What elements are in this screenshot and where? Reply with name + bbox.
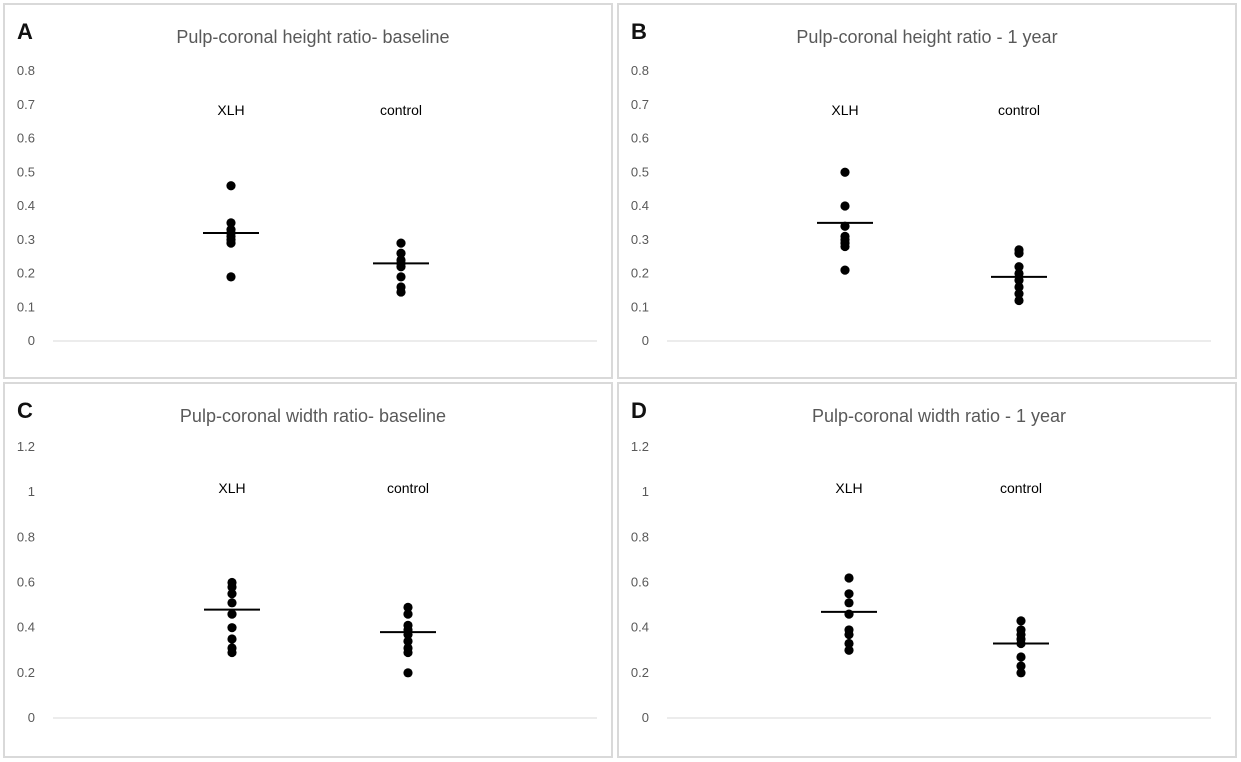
data-point	[227, 623, 237, 633]
y-tick-label: 0.8	[631, 529, 649, 544]
series-label: control	[380, 102, 422, 118]
chart-title: Pulp-coronal width ratio - 1 year	[812, 406, 1066, 426]
data-point	[1016, 668, 1026, 678]
y-tick-label: 0.4	[631, 198, 649, 213]
panel-letter: C	[17, 398, 33, 423]
panel-letter: B	[631, 19, 647, 44]
chart-panel-a: A Pulp-coronal height ratio- baseline 0 0.…	[3, 3, 613, 379]
data-point	[403, 647, 413, 658]
data-point	[403, 636, 413, 646]
y-tick-label: 0.5	[17, 164, 35, 179]
chart-panel-c: C Pulp-coronal width ratio- baseline 0 0.2…	[3, 382, 613, 758]
data-point	[844, 589, 854, 599]
series-label: control	[998, 102, 1040, 118]
chart-plot-c: Pulp-coronal width ratio- baseline 0 0.2 0.…	[17, 406, 597, 725]
data-point	[403, 668, 413, 678]
data-point	[840, 167, 850, 177]
y-tick-label: 0.6	[17, 575, 35, 590]
y-tick-label: 0.8	[17, 529, 35, 544]
data-point	[844, 629, 854, 640]
y-tick-label: 0	[28, 710, 35, 725]
y-tick-label: 1	[28, 484, 35, 499]
panel-letter: D	[631, 398, 647, 423]
data-point	[844, 645, 854, 655]
data-point	[226, 272, 236, 282]
y-tick-label: 0.3	[17, 232, 35, 247]
chart-plot-d: Pulp-coronal width ratio - 1 year 0 0.2 0.4…	[631, 406, 1211, 725]
y-tick-label: 1.2	[631, 439, 649, 454]
data-point	[844, 573, 854, 583]
series-label: control	[1000, 480, 1042, 496]
data-point	[840, 201, 850, 211]
data-point	[403, 609, 413, 619]
series-label: XLH	[218, 480, 245, 496]
chart-panel-b: B Pulp-coronal height ratio - 1 year 0 0.1…	[617, 3, 1237, 379]
data-point	[1014, 268, 1024, 279]
data-point	[227, 647, 237, 658]
y-tick-label: 0.2	[631, 665, 649, 680]
y-tick-label: 0.2	[631, 266, 649, 281]
y-tick-label: 0.8	[17, 63, 35, 78]
data-point	[1014, 248, 1024, 258]
data-point	[227, 582, 237, 592]
y-tick-label: 1	[642, 484, 649, 499]
panel-letter: A	[17, 19, 33, 44]
y-tick-label: 0.7	[17, 97, 35, 112]
data-point	[1014, 275, 1024, 285]
data-point	[227, 598, 237, 608]
data-point	[226, 238, 236, 248]
y-tick-label: 0.5	[631, 164, 649, 179]
data-point	[1014, 282, 1024, 292]
series-label: XLH	[217, 102, 244, 118]
y-tick-label: 0.6	[17, 131, 35, 146]
data-point	[227, 609, 237, 619]
data-point	[403, 602, 413, 612]
data-point	[1014, 295, 1024, 306]
data-point	[840, 221, 850, 231]
data-point	[227, 634, 237, 644]
chart-plot-a: Pulp-coronal height ratio- baseline 0 0.1 0…	[17, 27, 597, 348]
data-point	[396, 262, 406, 272]
y-tick-label: 0.2	[17, 266, 35, 281]
data-point	[840, 241, 850, 252]
y-tick-label: 0.3	[631, 232, 649, 247]
y-tick-label: 0.6	[631, 575, 649, 590]
chart-plot-b: Pulp-coronal height ratio - 1 year 0 0.1 0.…	[631, 27, 1211, 348]
data-point	[840, 265, 850, 275]
series-label: control	[387, 480, 429, 496]
y-tick-label: 0	[28, 333, 35, 348]
chart-panel-d: D Pulp-coronal width ratio - 1 year 0 0.2 0…	[617, 382, 1237, 758]
data-point	[396, 287, 406, 297]
data-point	[844, 638, 854, 649]
y-tick-label: 0.7	[631, 97, 649, 112]
y-tick-label: 0.4	[17, 620, 35, 635]
data-point	[226, 218, 236, 228]
data-point	[396, 272, 406, 282]
data-point	[1016, 661, 1026, 671]
data-point	[396, 238, 406, 248]
data-point	[1014, 262, 1024, 272]
y-tick-label: 0.2	[17, 665, 35, 680]
y-tick-label: 0.6	[631, 131, 649, 146]
y-tick-label: 0.4	[17, 198, 35, 213]
y-tick-label: 1.2	[17, 439, 35, 454]
data-point	[1014, 289, 1024, 299]
y-tick-label: 0	[642, 710, 649, 725]
chart-title: Pulp-coronal height ratio - 1 year	[796, 27, 1057, 47]
data-point	[226, 181, 236, 191]
y-tick-label: 0.8	[631, 63, 649, 78]
chart-title: Pulp-coronal height ratio- baseline	[176, 27, 449, 47]
data-point	[227, 589, 237, 599]
data-point	[844, 598, 854, 608]
data-point	[1016, 652, 1026, 662]
chart-title: Pulp-coronal width ratio- baseline	[180, 406, 446, 426]
y-tick-label: 0.1	[631, 299, 649, 314]
series-label: XLH	[831, 102, 858, 118]
data-point	[1016, 616, 1026, 626]
series-label: XLH	[835, 480, 862, 496]
y-tick-label: 0	[642, 333, 649, 348]
y-tick-label: 0.1	[17, 299, 35, 314]
data-point	[396, 248, 406, 258]
y-tick-label: 0.4	[631, 620, 649, 635]
